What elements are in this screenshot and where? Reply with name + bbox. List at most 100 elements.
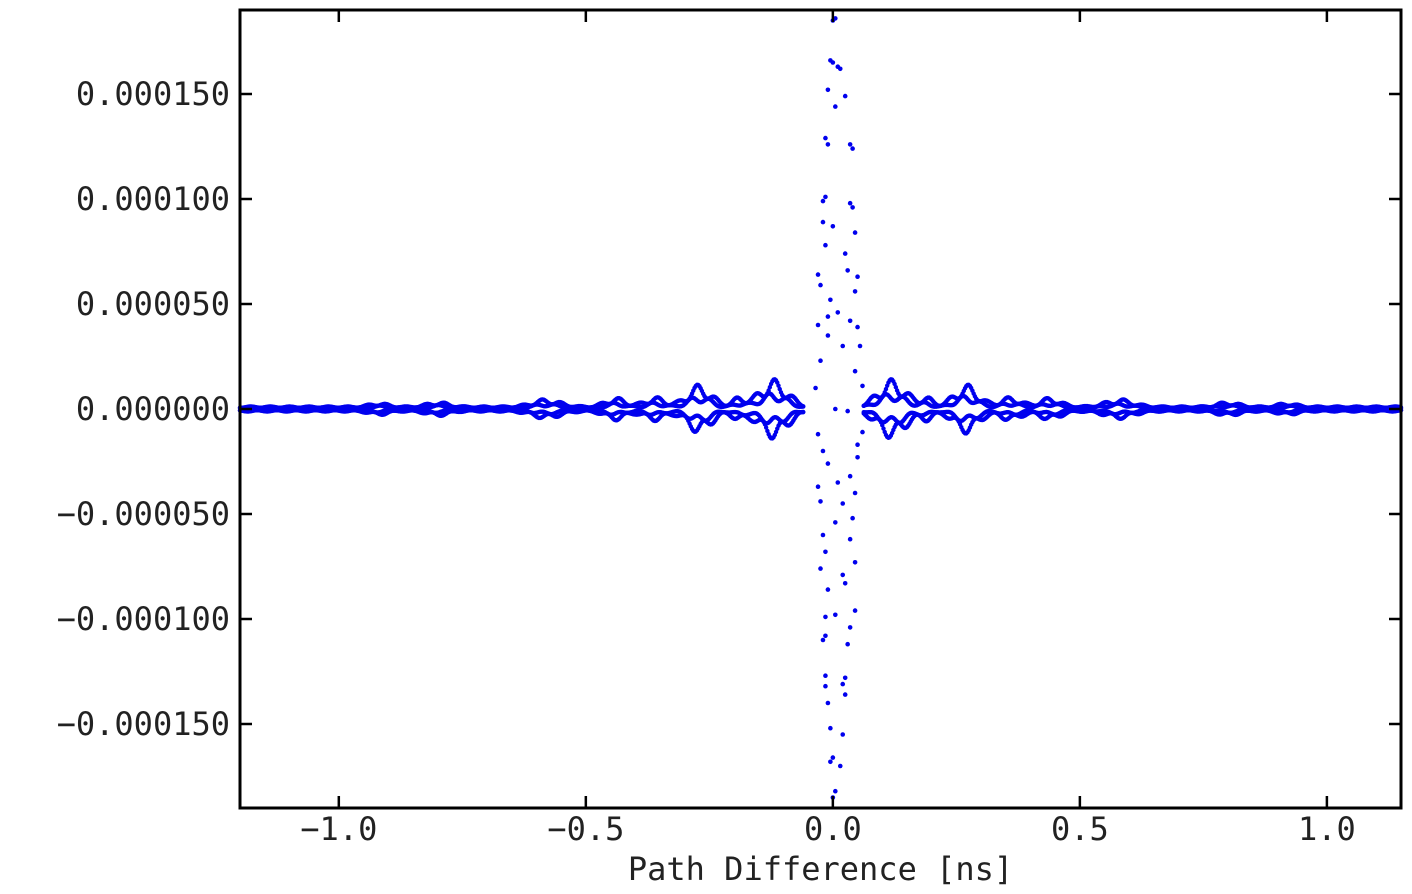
- scatter-point: [860, 429, 865, 435]
- scatter-point: [820, 637, 826, 643]
- scatter-point: [833, 788, 838, 794]
- scatter-point: [801, 404, 806, 409]
- scatter-point: [825, 587, 831, 592]
- scatter-point: [857, 343, 863, 349]
- scatter-point: [818, 282, 823, 288]
- scatter-point: [850, 515, 855, 521]
- scatter-point: [840, 572, 846, 578]
- scatter-point: [852, 490, 858, 496]
- scatter-point: [825, 314, 831, 319]
- scatter-point: [840, 732, 846, 737]
- scatter-point: [850, 205, 855, 210]
- scatter-point: [820, 448, 826, 454]
- scatter-point: [833, 104, 838, 109]
- scatter-point: [847, 625, 853, 630]
- scatter-point: [833, 16, 838, 21]
- scatter-point: [820, 532, 826, 538]
- scatter-point: [852, 608, 858, 613]
- scatter-point: [823, 633, 828, 639]
- scatter-point: [815, 272, 821, 277]
- scatter-point: [845, 408, 850, 414]
- scatter-point: [825, 461, 831, 466]
- scatter-point: [823, 673, 828, 678]
- scatter-point: [840, 681, 846, 687]
- scatter-point: [763, 425, 769, 430]
- scatter-point: [820, 198, 826, 204]
- scatter-point: [828, 759, 833, 765]
- scatter-point: [823, 194, 828, 200]
- scatter-point: [823, 135, 828, 141]
- scatter-point: [842, 675, 848, 681]
- scatter-point: [847, 536, 853, 542]
- scatter-point: [852, 368, 858, 374]
- scatter-point: [825, 142, 831, 147]
- scatter-point: [852, 560, 858, 565]
- scatter-point: [855, 442, 860, 448]
- scatter-point: [815, 322, 821, 328]
- scatter-point: [847, 318, 853, 324]
- scatter-point: [845, 268, 850, 273]
- scatter-point: [830, 755, 836, 760]
- scatter-point: [881, 426, 886, 431]
- scatter-point: [883, 386, 889, 392]
- scatter-point: [852, 289, 858, 294]
- scatter-point: [818, 358, 823, 364]
- scatter-point: [855, 274, 860, 280]
- scatter-point: [847, 200, 853, 206]
- scatter-points: [237, 16, 1404, 800]
- scatter-point: [830, 60, 836, 65]
- y-tick-label: −0.000050: [57, 495, 230, 533]
- scatter-point: [855, 455, 860, 460]
- scatter-point: [815, 431, 821, 437]
- scatter-point: [825, 87, 831, 93]
- x-tick-label: 0.0: [804, 810, 862, 848]
- scatter-point: [825, 333, 831, 338]
- x-tick-label: 1.0: [1298, 810, 1356, 848]
- scatter-point: [825, 700, 831, 706]
- x-tick-labels: −1.0 −0.5 0.0 0.5 1.0: [300, 810, 1356, 848]
- y-tick-label: 0.000100: [76, 180, 230, 218]
- scatter-point: [842, 251, 848, 256]
- scatter-point: [855, 324, 860, 330]
- scatter-point: [842, 93, 848, 99]
- y-tick-label: −0.000150: [57, 705, 230, 743]
- scatter-point: [818, 499, 823, 504]
- scatter-point: [837, 763, 843, 769]
- scatter-point: [823, 549, 828, 555]
- scatter-point: [847, 473, 853, 479]
- y-tick-label: −0.000100: [57, 600, 230, 638]
- scatter-point: [842, 581, 848, 586]
- y-tick-label: 0.000050: [76, 285, 230, 323]
- scatter-point: [813, 385, 818, 391]
- scatter-point: [823, 683, 828, 689]
- scatter-point: [818, 566, 823, 571]
- y-tick-label: 0.000000: [76, 390, 230, 428]
- x-tick-label: 0.5: [1051, 810, 1109, 848]
- scatter-point: [835, 310, 841, 315]
- scatter-point: [847, 142, 853, 147]
- axis-ticks: [240, 10, 1401, 808]
- scatter-point: [850, 146, 855, 151]
- scatter-point: [835, 480, 841, 485]
- y-tick-labels: 0.000150 0.000100 0.000050 0.000000 −0.00005…: [57, 75, 230, 743]
- x-tick-label: −0.5: [547, 810, 624, 848]
- scatter-point: [833, 520, 838, 525]
- scatter-point: [833, 406, 838, 412]
- scatter-point: [801, 409, 806, 415]
- scatter-point: [820, 219, 826, 225]
- scatter-point: [840, 501, 846, 506]
- scatter-point: [823, 242, 828, 248]
- scatter-point: [852, 230, 858, 235]
- scatter-point: [845, 641, 850, 647]
- scatter-point: [837, 66, 843, 72]
- scatter-point: [815, 484, 821, 490]
- scatter-point: [830, 224, 836, 229]
- scatter-point: [842, 692, 848, 697]
- scatter-point: [840, 343, 846, 349]
- scatter-point: [823, 614, 828, 620]
- x-tick-label: −1.0: [300, 810, 377, 848]
- scatter-point: [776, 383, 781, 388]
- scatter-point: [828, 297, 833, 303]
- x-axis-label: Path Difference [ns]: [628, 850, 1013, 888]
